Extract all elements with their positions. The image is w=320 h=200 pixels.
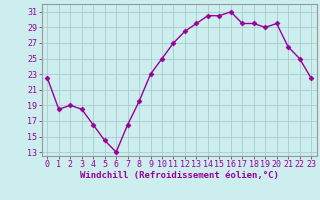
X-axis label: Windchill (Refroidissement éolien,°C): Windchill (Refroidissement éolien,°C) xyxy=(80,171,279,180)
